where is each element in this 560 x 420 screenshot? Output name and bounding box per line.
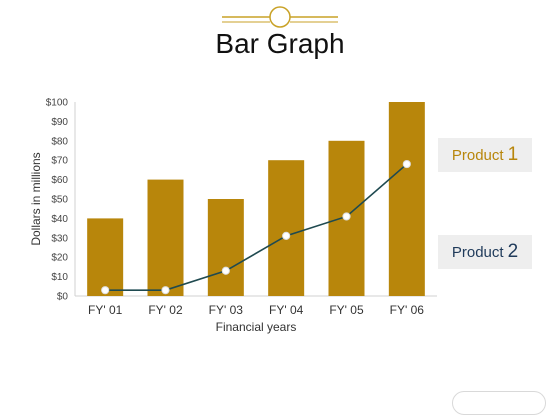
line-point-6 xyxy=(402,159,411,169)
x-tick-label: FY' 03 xyxy=(209,303,244,317)
y-tick-label: $10 xyxy=(51,272,68,283)
y-tick-label: $60 xyxy=(51,175,68,186)
y-tick-label: $80 xyxy=(51,136,68,147)
line-point-1 xyxy=(101,286,110,295)
legend-label-product-1: Product xyxy=(451,146,504,164)
y-tick-label: $50 xyxy=(51,195,68,206)
line-point-2 xyxy=(161,286,170,295)
bar-4 xyxy=(268,160,305,296)
y-tick-label: $40 xyxy=(51,214,68,225)
page-title: Bar Graph xyxy=(215,28,345,59)
line-point-4 xyxy=(282,231,291,240)
bar-2 xyxy=(147,179,184,296)
legend-number-product-1: 1 xyxy=(507,144,519,165)
bar-1 xyxy=(87,218,124,296)
x-tick-label: FY' 01 xyxy=(88,303,123,317)
title-ornament xyxy=(222,6,338,28)
y-axis-title: Dollars in millions xyxy=(29,152,43,245)
x-tick-label: FY' 04 xyxy=(269,303,304,317)
x-tick-label: FY' 05 xyxy=(329,303,364,317)
line-point-5 xyxy=(342,212,351,221)
bar-3 xyxy=(207,199,244,296)
y-tick-label: $100 xyxy=(46,98,69,109)
x-axis-title: Financial years xyxy=(216,320,297,334)
x-tick-label: FY' 06 xyxy=(390,303,425,317)
y-tick-label: $90 xyxy=(51,117,68,128)
x-tick-label: FY' 02 xyxy=(148,303,183,317)
y-tick-label: $0 xyxy=(57,292,69,303)
legend-label-product-2: Product xyxy=(451,243,504,261)
legend-item-product-1: Product 1 xyxy=(438,138,532,172)
pill-button[interactable] xyxy=(452,391,546,415)
y-tick-label: $70 xyxy=(51,156,68,167)
legend-item-product-2: Product 2 xyxy=(438,235,532,269)
y-tick-label: $20 xyxy=(51,253,68,264)
bar-6 xyxy=(388,102,425,296)
y-tick-label: $30 xyxy=(51,233,68,244)
line-series-product-2 xyxy=(105,163,408,291)
legend-number-product-2: 2 xyxy=(507,241,519,262)
line-point-3 xyxy=(221,266,230,275)
